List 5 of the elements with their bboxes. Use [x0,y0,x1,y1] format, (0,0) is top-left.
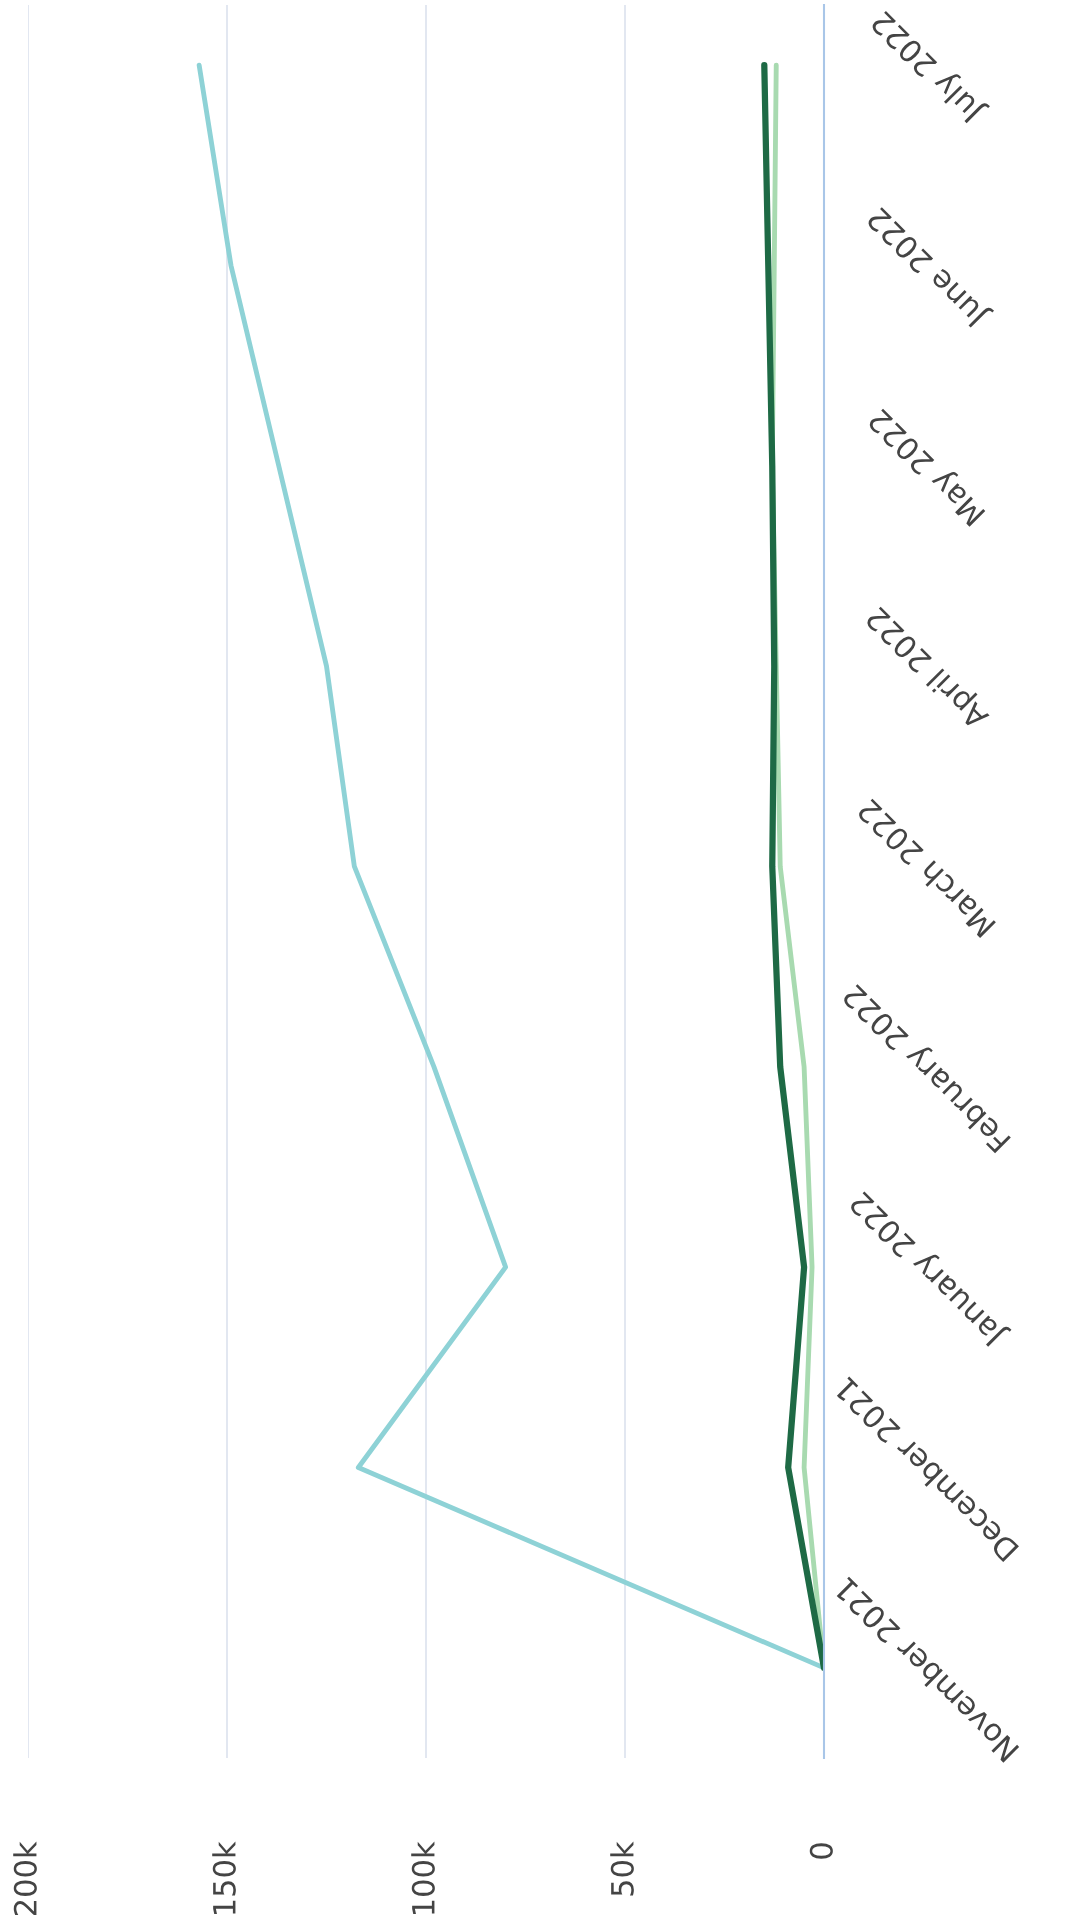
x-tick-label: 0 [809,1843,833,1859]
x-tick-label: 50k [610,1841,634,1896]
x-tick-label: 150k [212,1841,236,1914]
x-tick-label: 200k [13,1841,37,1916]
x-tick-label: 100k [411,1841,435,1914]
